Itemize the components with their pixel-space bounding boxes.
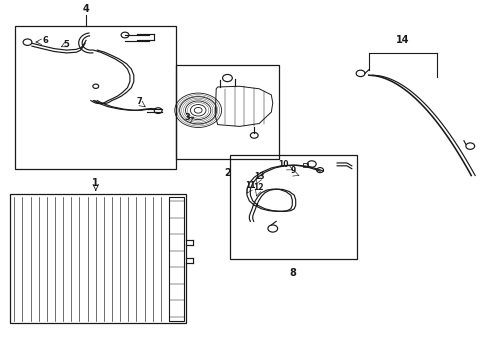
- Bar: [168, 197, 183, 321]
- Bar: [15, 26, 176, 170]
- Text: 13: 13: [253, 172, 264, 181]
- Bar: [10, 194, 185, 324]
- Text: 6: 6: [42, 36, 48, 45]
- Text: 10: 10: [278, 159, 288, 168]
- Text: 12: 12: [252, 183, 263, 192]
- Text: 2: 2: [224, 168, 230, 177]
- Text: 1: 1: [92, 177, 99, 188]
- Text: 8: 8: [289, 268, 296, 278]
- Text: 4: 4: [82, 4, 89, 14]
- Text: 11: 11: [244, 181, 255, 190]
- Bar: [176, 66, 278, 159]
- Text: 7: 7: [137, 97, 142, 106]
- Text: 3: 3: [184, 113, 190, 122]
- Text: 5: 5: [63, 40, 69, 49]
- Bar: [303, 163, 307, 167]
- Text: 9: 9: [290, 166, 295, 175]
- Text: 14: 14: [395, 35, 409, 45]
- Bar: [229, 155, 356, 259]
